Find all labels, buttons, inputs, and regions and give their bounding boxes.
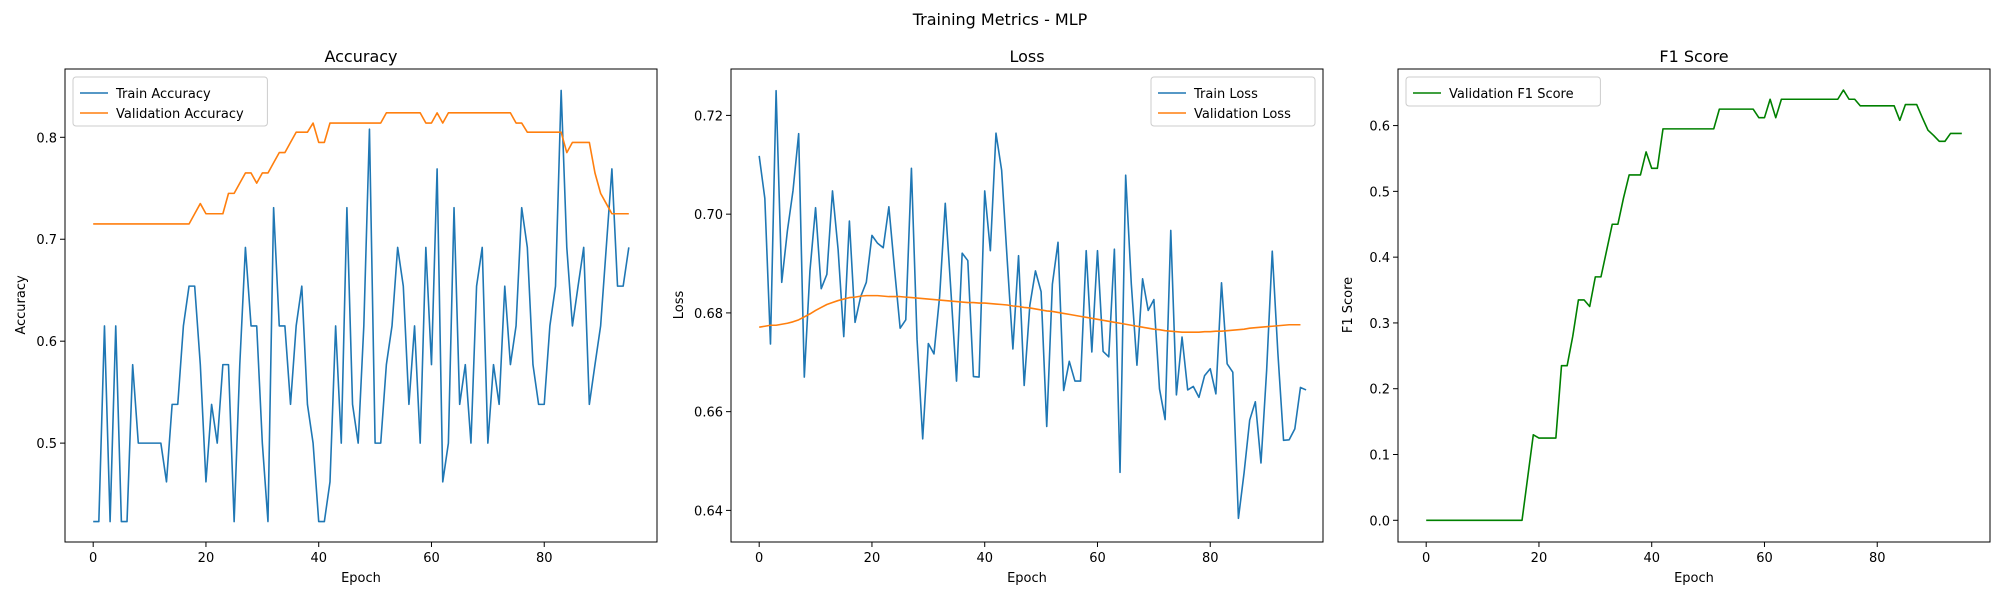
loss-chart: Loss Epoch Loss 0 20 40 60 80 0.64 0.66 0.68 0.7… xyxy=(672,47,1324,586)
y-axis-label: F1 Score xyxy=(1341,277,1356,333)
x-tick-label: 60 xyxy=(1756,551,1773,566)
y-tick-label: 0.2 xyxy=(1369,383,1390,398)
legend: Train Accuracy Validation Accuracy xyxy=(72,76,268,127)
x-axis-label: Epoch xyxy=(1007,571,1047,586)
x-tick-label: 20 xyxy=(864,551,881,566)
f1-score-chart: F1 Score Epoch F1 Score 0 20 40 60 80 0.0 0.1 0… xyxy=(1341,47,1991,586)
validation-accuracy-line xyxy=(93,112,629,225)
x-tick-label: 80 xyxy=(1202,551,1219,566)
plot-frame xyxy=(64,68,658,543)
y-tick-label: 0.0 xyxy=(1369,514,1390,529)
chart-title: Accuracy xyxy=(324,47,397,66)
legend-box xyxy=(72,76,268,127)
y-tick-label: 0.6 xyxy=(1369,120,1390,135)
y-tick-label: 0.8 xyxy=(36,131,57,146)
y-tick-label: 0.5 xyxy=(36,437,57,452)
x-tick-label: 40 xyxy=(1643,551,1660,566)
y-tick-label: 0.5 xyxy=(1369,185,1390,200)
y-tick-label: 0.66 xyxy=(694,406,723,421)
x-tick-label: 40 xyxy=(310,551,327,566)
figure-suptitle: Training Metrics - MLP xyxy=(912,10,1088,29)
x-tick-label: 0 xyxy=(755,551,763,566)
y-tick-label: 0.6 xyxy=(36,335,57,350)
plot-frame xyxy=(730,68,1324,543)
y-tick-label: 0.4 xyxy=(1369,251,1390,266)
train-accuracy-line xyxy=(93,89,630,523)
x-tick-label: 20 xyxy=(198,551,215,566)
y-tick-label: 0.64 xyxy=(694,504,723,519)
legend-label: Validation Loss xyxy=(1194,107,1291,122)
y-tick-label: 0.68 xyxy=(694,307,723,322)
validation-loss-line xyxy=(759,294,1301,333)
y-axis-label: Accuracy xyxy=(14,275,29,335)
legend-label: Train Loss xyxy=(1193,87,1258,102)
legend-box xyxy=(1405,76,1601,107)
x-tick-label: 60 xyxy=(423,551,440,566)
x-tick-label: 80 xyxy=(1869,551,1886,566)
plot-frame xyxy=(1397,68,1991,543)
train-loss-line xyxy=(758,89,1307,520)
x-tick-label: 60 xyxy=(1089,551,1106,566)
legend-label: Validation Accuracy xyxy=(116,107,244,122)
y-axis-label: Loss xyxy=(672,291,687,320)
legend-label: Train Accuracy xyxy=(115,87,211,102)
y-tick-label: 0.3 xyxy=(1369,317,1390,332)
y-tick-label: 0.70 xyxy=(694,208,723,223)
x-axis-label: Epoch xyxy=(1674,571,1714,586)
x-tick-label: 20 xyxy=(1531,551,1548,566)
legend: Validation F1 Score xyxy=(1405,76,1601,107)
chart-title: F1 Score xyxy=(1659,47,1728,66)
legend-label: Validation F1 Score xyxy=(1449,87,1574,102)
validation-f1-score-line xyxy=(1426,89,1962,522)
x-tick-label: 0 xyxy=(1422,551,1430,566)
x-tick-label: 0 xyxy=(89,551,97,566)
legend: Train Loss Validation Loss xyxy=(1150,76,1316,127)
x-axis-label: Epoch xyxy=(341,571,381,586)
x-tick-label: 40 xyxy=(976,551,993,566)
y-tick-label: 0.72 xyxy=(694,109,723,124)
y-tick-label: 0.1 xyxy=(1369,449,1390,464)
chart-title: Loss xyxy=(1009,47,1044,66)
legend-box xyxy=(1150,76,1316,127)
y-tick-label: 0.7 xyxy=(36,233,57,248)
x-tick-label: 80 xyxy=(536,551,553,566)
accuracy-chart: Accuracy Epoch Accuracy 0 20 40 60 80 0.5 0.6 0… xyxy=(14,47,658,586)
